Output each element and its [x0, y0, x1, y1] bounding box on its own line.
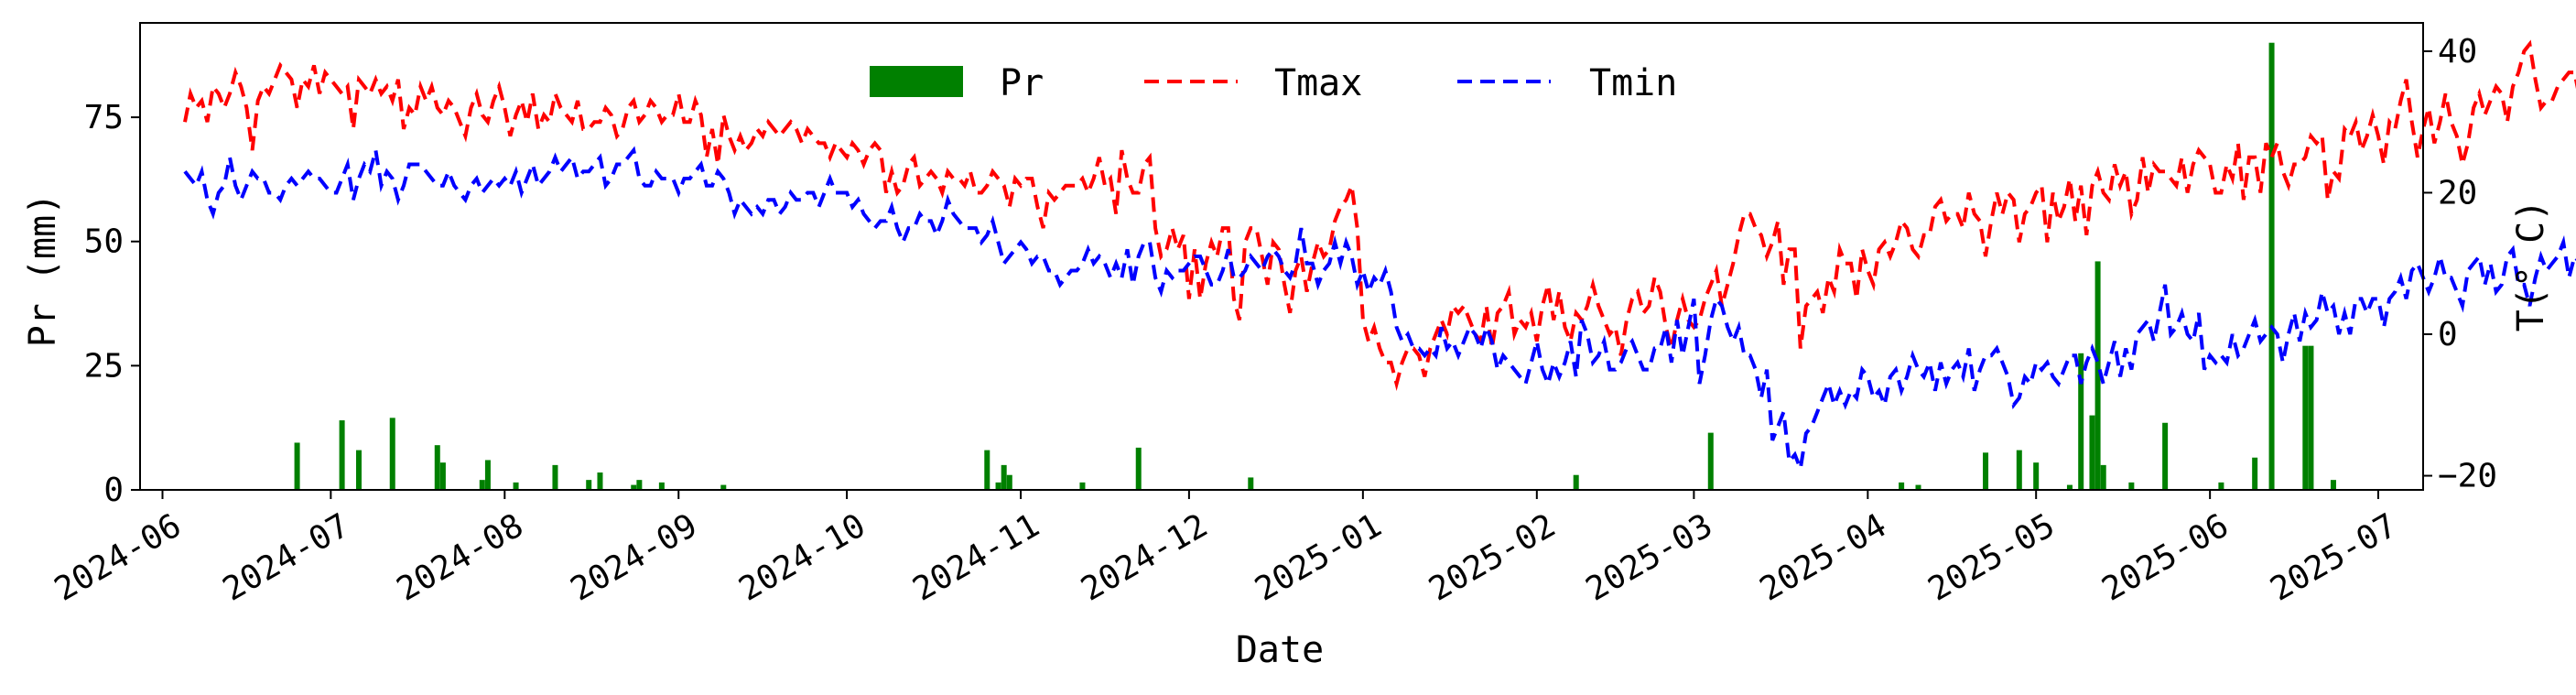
bar-pr: [389, 418, 395, 490]
series-line-tmin: [183, 146, 2576, 476]
left-y-axis-label: Pr (mm): [22, 193, 64, 348]
bar-pr: [1899, 482, 1905, 490]
bar-pr: [984, 450, 990, 490]
bar-pr: [1573, 474, 1579, 490]
bar-pr: [2066, 484, 2073, 490]
legend: Pr Tmax Tmin: [870, 62, 1677, 104]
bar-pr: [658, 482, 665, 490]
bar-pr: [2089, 415, 2095, 490]
x-tick-label: 2025-06: [2096, 506, 2235, 608]
x-tick-label: 2025-01: [1249, 506, 1388, 608]
bar-pr: [484, 460, 491, 490]
bar-pr: [2078, 353, 2084, 490]
x-tick-label: 2024-10: [733, 506, 872, 608]
bar-pr: [479, 480, 485, 490]
left-y-axis: 0 25 50 75: [84, 99, 140, 509]
plot-frame: [139, 22, 2424, 491]
bar-pr: [2094, 261, 2101, 490]
bar-pr: [1707, 432, 1714, 490]
bar-pr: [1135, 447, 1142, 490]
bar-pr: [2100, 464, 2106, 490]
bar-pr: [597, 472, 603, 490]
bar-pr: [631, 484, 637, 490]
precipitation-bars: [294, 42, 2336, 491]
bar-pr: [1983, 452, 1989, 490]
x-tick-label: 2025-07: [2264, 506, 2403, 608]
temperature-lines: [183, 39, 2576, 476]
left-tick-label: 50: [84, 223, 124, 261]
legend-label-tmin: Tmin: [1589, 62, 1677, 104]
x-tick-label: 2024-07: [217, 506, 356, 608]
bar-pr: [513, 482, 519, 490]
bar-pr: [2252, 457, 2258, 490]
bar-pr: [2268, 42, 2275, 491]
legend-swatch-pr: [870, 66, 963, 97]
left-tick-label: 0: [103, 472, 124, 509]
bar-pr: [552, 464, 558, 490]
x-axis-label: Date: [1236, 629, 1324, 671]
bar-pr: [2016, 450, 2022, 490]
x-tick-label: 2025-02: [1423, 506, 1562, 608]
bar-pr: [2162, 422, 2169, 490]
x-tick-label: 2024-06: [49, 506, 188, 608]
x-tick-label: 2025-05: [1922, 506, 2062, 608]
bar-pr: [1915, 484, 1921, 490]
bar-pr: [636, 480, 643, 490]
left-tick-label: 25: [84, 347, 124, 385]
x-tick-label: 2024-09: [565, 506, 704, 608]
left-tick-label: 75: [84, 99, 124, 136]
bar-pr: [294, 442, 300, 490]
bar-pr: [2218, 482, 2224, 490]
bar-pr: [434, 445, 440, 490]
bar-pr: [1006, 474, 1012, 490]
x-tick-label: 2024-08: [391, 506, 530, 608]
bar-pr: [2128, 482, 2135, 490]
series-line-tmax: [183, 39, 2576, 391]
x-tick-label: 2024-11: [906, 506, 1045, 608]
bar-pr: [586, 480, 592, 490]
right-tick-label: 40: [2438, 33, 2477, 71]
bar-pr: [1248, 477, 1254, 490]
bar-pr: [995, 482, 1001, 490]
right-y-axis: −20 0 20 40: [2423, 33, 2497, 495]
x-axis: 2024-06 2024-07 2024-08 2024-09 2024-10 2024-…: [49, 490, 2403, 609]
right-tick-label: −20: [2438, 458, 2497, 495]
bar-pr: [2330, 480, 2336, 490]
bar-pr: [2033, 462, 2040, 490]
right-y-axis-label: T(° C): [2510, 200, 2552, 332]
legend-label-tmax: Tmax: [1274, 62, 1362, 104]
bar-pr: [2302, 345, 2309, 490]
bar-pr: [339, 420, 345, 490]
bar-pr: [720, 484, 727, 490]
legend-label-pr: Pr: [1000, 62, 1044, 104]
x-tick-label: 2024-12: [1075, 506, 1214, 608]
bar-pr: [1001, 464, 1007, 490]
x-tick-label: 2025-03: [1580, 506, 1719, 608]
bar-pr: [1079, 482, 1086, 490]
bar-pr: [355, 450, 362, 490]
right-tick-label: 20: [2438, 174, 2477, 212]
x-tick-label: 2025-04: [1754, 506, 1893, 608]
right-tick-label: 0: [2438, 316, 2458, 353]
bar-pr: [439, 462, 446, 490]
bar-pr: [2308, 345, 2314, 490]
